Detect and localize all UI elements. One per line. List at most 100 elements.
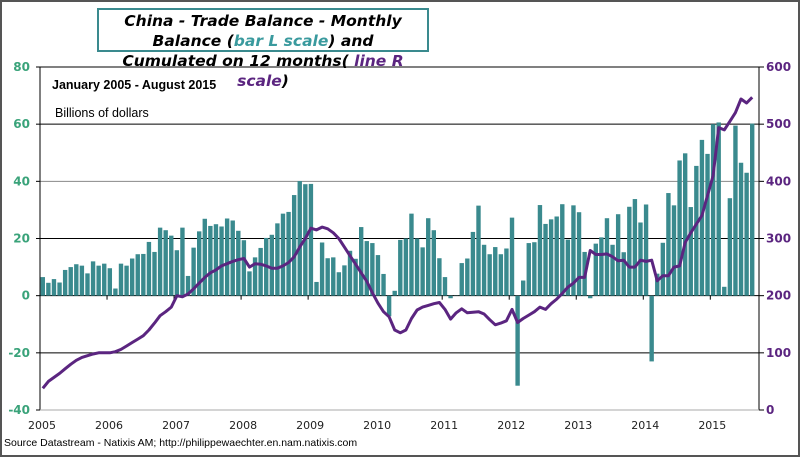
x-tick-label: 2007 [162, 419, 190, 432]
bar [621, 252, 626, 296]
bar [392, 290, 397, 296]
bar [705, 153, 710, 296]
right-tick-label: 200 [766, 289, 791, 303]
bar [554, 216, 559, 296]
right-tick-label: 600 [766, 60, 791, 74]
bar [280, 213, 286, 296]
source-note: Source Datastream - Natixis AM; http://p… [4, 437, 358, 449]
bar [649, 295, 654, 362]
bar [68, 267, 73, 296]
right-tick-label: 500 [766, 117, 791, 131]
bar [509, 217, 515, 296]
right-tick-label: 400 [766, 174, 791, 188]
bar [694, 165, 699, 296]
bar [74, 264, 79, 296]
bar [448, 295, 453, 299]
bar [258, 247, 263, 296]
bar [442, 277, 448, 296]
bar [632, 199, 638, 296]
bar [275, 223, 280, 296]
bar [599, 237, 604, 296]
bar [744, 172, 749, 296]
bar [325, 258, 330, 296]
bar [560, 204, 565, 296]
bar [716, 122, 721, 296]
bar [107, 268, 113, 296]
bar [286, 211, 291, 296]
bar [163, 230, 168, 296]
bar [733, 125, 738, 296]
bar [409, 213, 414, 296]
bar [314, 281, 319, 296]
bar [185, 275, 191, 296]
bar [738, 162, 744, 296]
bar [398, 239, 403, 296]
bar [677, 160, 682, 296]
bar [102, 263, 107, 296]
x-tick-label: 2014 [631, 419, 659, 432]
x-tick-label: 2012 [497, 419, 525, 432]
bar [504, 248, 509, 296]
bar [85, 273, 90, 296]
bar [157, 227, 163, 296]
title-part: Cumulated on 12 months( [122, 52, 355, 70]
bar [493, 247, 498, 296]
bar [252, 257, 258, 296]
left-tick-label: 0 [22, 289, 30, 303]
bar [487, 254, 492, 296]
x-tick-label: 2006 [95, 419, 123, 432]
bar [548, 219, 554, 296]
bar [364, 241, 369, 296]
right-tick-label: 0 [766, 403, 774, 417]
bar [230, 220, 235, 296]
bar [135, 254, 140, 296]
bar [459, 263, 464, 296]
x-tick-label: 2005 [28, 419, 56, 432]
bar [682, 153, 688, 296]
bar [40, 277, 45, 296]
bar [604, 218, 610, 296]
bar [124, 265, 129, 296]
bar [465, 258, 470, 296]
bar [57, 282, 62, 296]
bar [403, 238, 409, 296]
bar [197, 231, 202, 296]
bar [710, 124, 716, 296]
bar [269, 234, 275, 296]
bar [627, 206, 632, 296]
bar [347, 250, 353, 296]
bar [113, 288, 118, 296]
bar [420, 247, 425, 296]
bar [671, 205, 677, 296]
bar [336, 272, 342, 296]
bar [660, 242, 666, 296]
bar [481, 244, 487, 296]
title-part: ) and [328, 32, 374, 50]
bar [51, 279, 57, 296]
bar [208, 225, 213, 296]
bar [565, 239, 571, 296]
bar [615, 214, 621, 296]
chart-subtitle: January 2005 - August 2015 [52, 78, 217, 92]
x-tick-label: 2010 [363, 419, 391, 432]
bar [588, 295, 593, 299]
x-tick-label: 2011 [430, 419, 458, 432]
bar [224, 218, 230, 296]
right-tick-label: 100 [766, 346, 791, 360]
right-tick-label: 300 [766, 232, 791, 246]
left-tick-label: -40 [8, 403, 30, 417]
x-tick-label: 2013 [564, 419, 592, 432]
bar [308, 183, 314, 296]
x-tick-label: 2009 [296, 419, 324, 432]
bar [515, 295, 520, 386]
bar [141, 253, 146, 296]
bar [62, 269, 68, 296]
bar [219, 226, 224, 296]
x-tick-label: 2015 [698, 419, 726, 432]
bar [174, 250, 180, 296]
bar [241, 240, 247, 296]
bar [146, 241, 152, 296]
bar [129, 258, 135, 296]
